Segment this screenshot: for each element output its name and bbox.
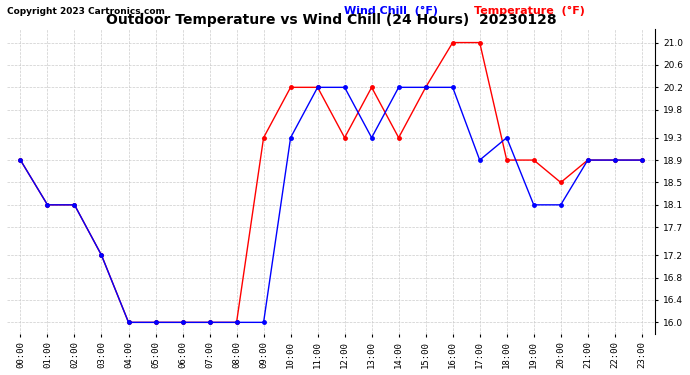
Title: Outdoor Temperature vs Wind Chill (24 Hours)  20230128: Outdoor Temperature vs Wind Chill (24 Ho… bbox=[106, 13, 556, 27]
Text: Temperature  (°F): Temperature (°F) bbox=[474, 6, 584, 16]
Text: Wind Chill  (°F): Wind Chill (°F) bbox=[344, 6, 438, 16]
Text: Copyright 2023 Cartronics.com: Copyright 2023 Cartronics.com bbox=[7, 8, 165, 16]
